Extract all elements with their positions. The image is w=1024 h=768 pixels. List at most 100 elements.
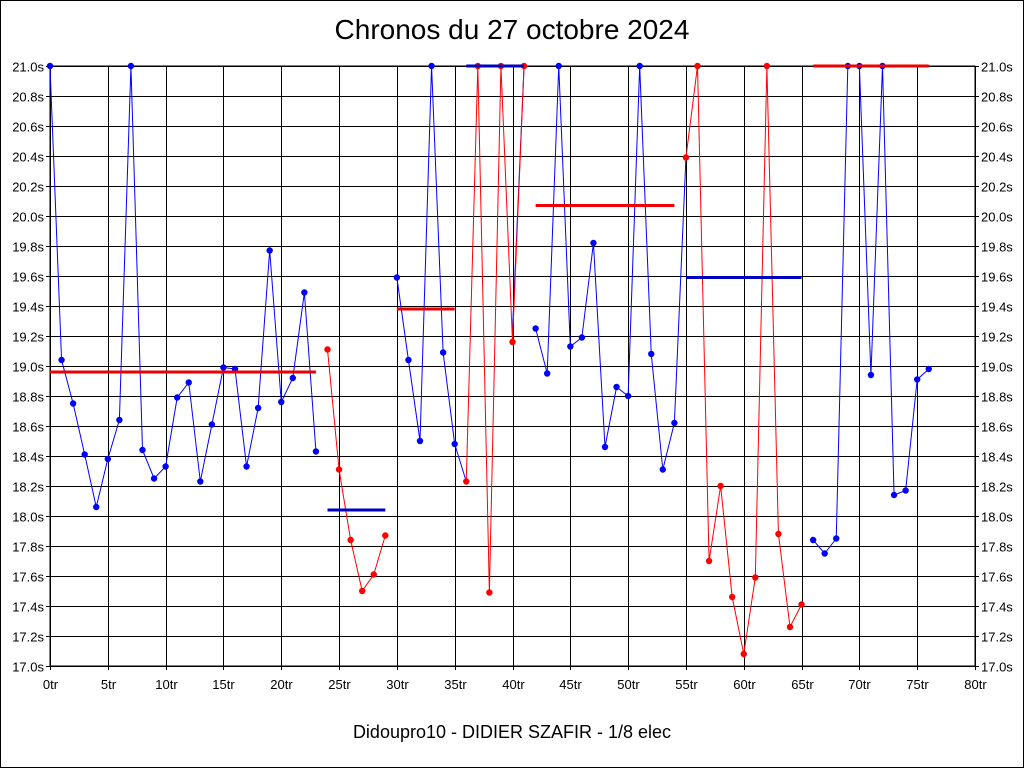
y-tick-label-right: 18.0s [981, 510, 1013, 525]
series-connector [673, 157, 687, 424]
data-point [324, 346, 331, 353]
y-tick-label-left: 20.2s [12, 180, 44, 195]
data-point [648, 350, 655, 358]
data-point [104, 455, 112, 463]
y-tick-label-right: 17.6s [981, 570, 1013, 585]
y-tick-label-right: 20.8s [981, 90, 1013, 105]
data-point [532, 325, 539, 332]
y-tick-label-left: 17.6s [12, 570, 44, 585]
data-point [728, 593, 736, 601]
data-point [347, 536, 354, 544]
data-point [798, 601, 805, 608]
data-point [208, 421, 216, 428]
x-tick-label: 20tr [270, 677, 293, 692]
data-point [301, 289, 308, 296]
x-tick-label: 40tr [502, 677, 525, 692]
y-tick-label-left: 20.6s [12, 120, 44, 135]
data-point [69, 400, 77, 407]
x-tick-label: 45tr [559, 677, 582, 692]
y-tick-label-right: 19.4s [981, 300, 1013, 315]
series-line [396, 65, 456, 445]
y-tick-label-right: 18.8s [981, 390, 1013, 405]
data-point [543, 370, 551, 377]
y-tick-label-left: 18.2s [12, 480, 44, 495]
data-point [833, 535, 840, 542]
y-tick-label-right: 19.2s [981, 330, 1013, 345]
data-point [173, 394, 181, 401]
y-tick-label-right: 19.0s [981, 360, 1013, 375]
series-connector [454, 443, 467, 482]
series-line [465, 65, 525, 593]
x-tick-label: 5tr [101, 677, 117, 692]
y-tick-label-right: 20.4s [981, 150, 1013, 165]
data-point [752, 574, 759, 581]
data-point [694, 62, 701, 70]
x-tick-label: 55tr [675, 677, 698, 692]
y-tick-label-right: 17.4s [981, 600, 1013, 615]
data-point [185, 379, 192, 386]
chart-title: Chronos du 27 octobre 2024 [334, 14, 690, 45]
data-point [867, 371, 875, 379]
y-tick-label-left: 21.0s [12, 60, 44, 75]
data-point [451, 440, 458, 448]
data-point [809, 536, 817, 544]
y-tick-label-right: 20.2s [981, 180, 1013, 195]
data-point [786, 623, 794, 631]
y-tick-label-left: 20.8s [12, 90, 44, 105]
data-point [439, 349, 447, 356]
data-point [613, 383, 620, 391]
data-point [150, 475, 158, 482]
y-tick-label-right: 19.8s [981, 240, 1013, 255]
data-point [312, 448, 320, 455]
y-tick-label-left: 20.4s [12, 150, 44, 165]
data-point [370, 571, 377, 578]
data-point [58, 356, 65, 364]
data-point [717, 482, 724, 490]
data-point [416, 437, 424, 445]
data-point [127, 62, 135, 70]
data-point [405, 356, 412, 364]
data-point [428, 62, 435, 70]
y-tick-label-left: 17.4s [12, 600, 44, 615]
data-point [197, 478, 204, 485]
data-point [162, 463, 169, 470]
data-point [671, 419, 678, 427]
data-point [266, 247, 273, 254]
data-point [382, 532, 389, 539]
y-tick-label-right: 17.2s [981, 630, 1013, 645]
x-tick-label: 65tr [791, 677, 814, 692]
data-point [358, 587, 366, 595]
y-tick-label-left: 19.0s [12, 360, 44, 375]
data-point [486, 589, 493, 596]
series-line [327, 349, 386, 593]
y-tick-label-left: 17.8s [12, 540, 44, 555]
series-line [49, 65, 317, 508]
data-point [278, 398, 285, 406]
data-point [925, 365, 932, 373]
data-point [116, 416, 123, 424]
y-tick-label-right: 18.2s [981, 480, 1013, 495]
y-tick-label-left: 19.8s [12, 240, 44, 255]
y-tick-label-right: 19.6s [981, 270, 1013, 285]
data-point [775, 530, 782, 538]
y-tick-label-left: 20.0s [12, 210, 44, 225]
x-tick-label: 15tr [212, 677, 235, 692]
data-point [624, 392, 632, 400]
y-tick-label-left: 18.0s [12, 510, 44, 525]
y-tick-label-right: 18.4s [981, 450, 1013, 465]
data-point [659, 466, 667, 473]
data-point [740, 650, 747, 658]
y-tick-label-right: 21.0s [981, 60, 1013, 75]
data-point [335, 466, 343, 473]
data-point [243, 463, 250, 470]
data-point [682, 154, 690, 161]
data-point [705, 557, 713, 565]
y-tick-label-left: 17.2s [12, 630, 44, 645]
x-tick-label: 10tr [155, 677, 178, 692]
data-point [509, 338, 516, 346]
x-tick-label: 80tr [964, 677, 987, 692]
y-tick-label-left: 17.0s [12, 660, 44, 675]
y-tick-label-left: 19.2s [12, 330, 44, 345]
y-tick-label-left: 18.4s [12, 450, 44, 465]
